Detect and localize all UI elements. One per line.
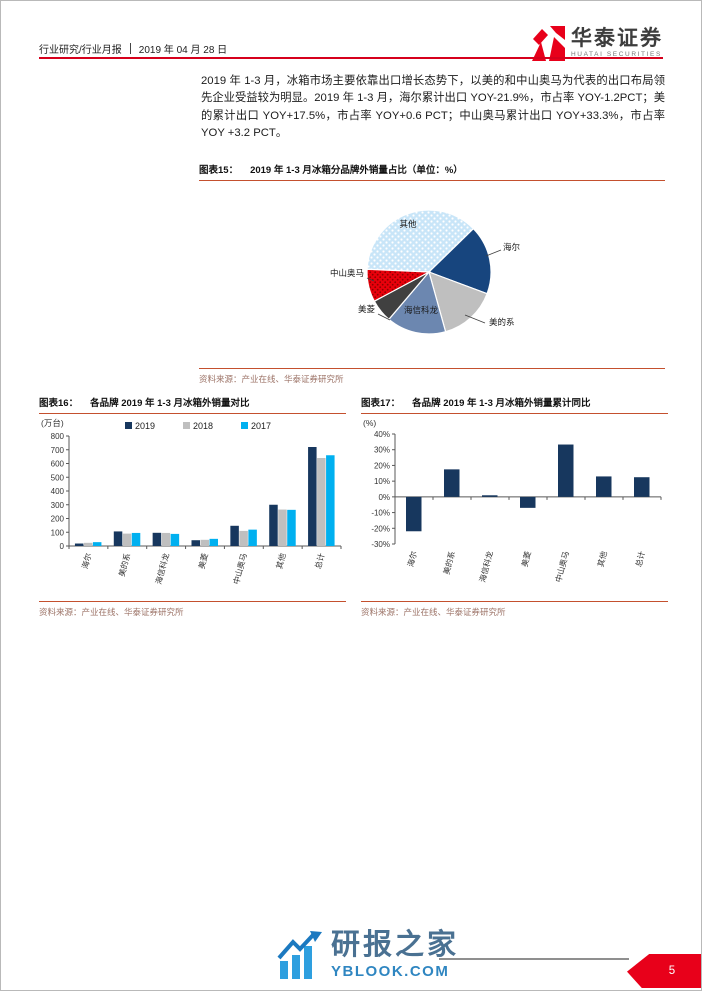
figure-15: 图表15： 2019 年 1-3 月冰箱分品牌外销量占比（单位：%） 其他海尔美…	[199, 162, 665, 385]
svg-text:其他: 其他	[595, 550, 609, 568]
figure-16-label: 图表16：	[39, 398, 79, 409]
figure-15-title: 图表15： 2019 年 1-3 月冰箱分品牌外销量占比（单位：%）	[199, 162, 665, 181]
svg-text:美菱: 美菱	[519, 550, 533, 568]
report-date: 2019 年 04 月 28 日	[138, 45, 228, 56]
figure-15-caption: 2019 年 1-3 月冰箱分品牌外销量占比（单位：%）	[250, 165, 463, 176]
svg-text:200: 200	[51, 515, 65, 524]
brand-logo: 华泰证券 HUATAI SECURITIES	[530, 25, 663, 62]
svg-text:10%: 10%	[374, 477, 390, 486]
svg-text:其他: 其他	[274, 552, 288, 570]
svg-text:-10%: -10%	[371, 509, 390, 518]
svg-text:美的系: 美的系	[489, 317, 515, 327]
figure-16: 图表16： 各品牌 2019 年 1-3 月冰箱外销量对比 (万台) 2019 20…	[39, 395, 346, 618]
svg-text:美菱: 美菱	[358, 304, 376, 314]
bar-chart-export-volume: (万台) 2019 2018 2017 0 100 200 300 400 500 600 700 80…	[41, 418, 342, 585]
svg-text:美菱: 美菱	[196, 552, 210, 570]
figure-16-source: 资料来源：产业在线、华泰证券研究所	[39, 601, 346, 618]
svg-text:(万台): (万台)	[41, 418, 64, 428]
svg-text:美的系: 美的系	[116, 552, 132, 578]
figure-17-caption: 各品牌 2019 年 1-3 月冰箱外销量累计同比	[412, 398, 591, 409]
svg-text:0%: 0%	[378, 493, 390, 502]
huatai-logo-icon	[532, 26, 565, 61]
svg-text:500: 500	[51, 473, 65, 482]
watermark-name-en: YBLOOK.COM	[331, 963, 450, 980]
figure-15-label: 图表15：	[199, 165, 239, 176]
svg-text:300: 300	[51, 501, 65, 510]
charts-row: 图表16： 各品牌 2019 年 1-3 月冰箱外销量对比 (万台) 2019 20…	[39, 395, 668, 618]
watermark-chart-icon	[277, 931, 322, 979]
svg-text:40%: 40%	[374, 430, 390, 439]
svg-text:(%): (%)	[363, 418, 376, 428]
svg-text:海信科龙: 海信科龙	[404, 305, 439, 315]
bar-chart-yoy-growth: (%) -30% -20% -10% 0% 10% 20% 30% 40% 海尔 美的系 海信科龙 美菱…	[363, 418, 662, 583]
svg-text:30%: 30%	[374, 446, 390, 455]
svg-text:600: 600	[51, 460, 65, 469]
figure-17-title: 图表17： 各品牌 2019 年 1-3 月冰箱外销量累计同比	[361, 395, 668, 414]
brand-name-cn: 华泰证券	[571, 27, 663, 51]
svg-text:-20%: -20%	[371, 524, 390, 533]
footer-rule	[439, 958, 629, 960]
svg-text:海信科龙: 海信科龙	[477, 550, 495, 583]
page-number: 5	[668, 965, 676, 977]
svg-text:总计: 总计	[313, 552, 327, 570]
svg-text:海尔: 海尔	[80, 552, 94, 570]
svg-text:20%: 20%	[374, 461, 390, 470]
svg-text:0: 0	[60, 542, 65, 551]
svg-text:中山奥马: 中山奥马	[330, 268, 364, 278]
svg-text:其他: 其他	[399, 219, 417, 229]
svg-text:700: 700	[51, 446, 65, 455]
svg-text:美的系: 美的系	[441, 550, 457, 576]
svg-text:100: 100	[51, 528, 65, 537]
brand-name-en: HUATAI SECURITIES	[571, 51, 662, 59]
svg-text:中山奥马: 中山奥马	[231, 552, 249, 585]
report-category: 行业研究/行业月报	[39, 45, 122, 56]
svg-text:海尔: 海尔	[405, 550, 419, 568]
report-header-meta: 行业研究/行业月报 2019 年 04 月 28 日	[39, 41, 227, 56]
header-divider	[129, 43, 131, 54]
svg-text:中山奥马: 中山奥马	[553, 550, 571, 583]
figure-17-label: 图表17：	[361, 398, 401, 409]
figure-16-caption: 各品牌 2019 年 1-3 月冰箱外销量对比	[90, 398, 250, 409]
svg-text:-30%: -30%	[371, 540, 390, 549]
svg-text:海信科龙: 海信科龙	[153, 552, 171, 585]
svg-text:2017: 2017	[251, 421, 271, 431]
figure-17: 图表17： 各品牌 2019 年 1-3 月冰箱外销量累计同比 (%) -30% -…	[361, 395, 668, 618]
svg-text:总计: 总计	[633, 550, 647, 568]
svg-text:800: 800	[51, 432, 65, 441]
figure-17-source: 资料来源：产业在线、华泰证券研究所	[361, 601, 668, 618]
watermark-logo: 研报之家 YBLOOK.COM	[277, 931, 459, 979]
summary-paragraph: 2019 年 1-3 月，冰箱市场主要依靠出口增长态势下，以美的和中山奥马为代表…	[201, 75, 665, 140]
svg-text:2018: 2018	[193, 421, 213, 431]
svg-text:海尔: 海尔	[503, 242, 521, 252]
figure-16-title: 图表16： 各品牌 2019 年 1-3 月冰箱外销量对比	[39, 395, 346, 414]
header-rule	[39, 57, 663, 59]
watermark-name-cn: 研报之家	[331, 929, 460, 961]
svg-text:2019: 2019	[135, 421, 155, 431]
page-number-ribbon: 5	[627, 954, 701, 988]
svg-text:400: 400	[51, 487, 65, 496]
figure-15-source: 资料来源：产业在线、华泰证券研究所	[199, 368, 665, 385]
